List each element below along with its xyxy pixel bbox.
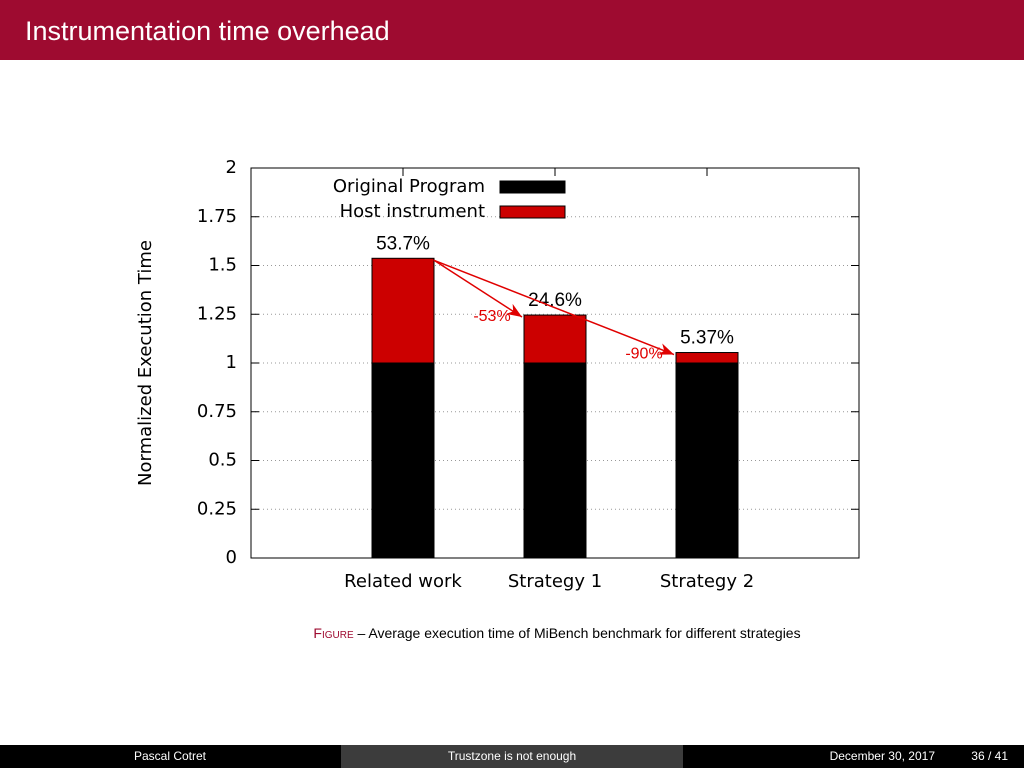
y-tick-label: 1 xyxy=(226,352,237,373)
y-tick-label: 0 xyxy=(226,547,237,568)
caption: Figure – Average execution time of MiBen… xyxy=(313,625,800,641)
y-tick-label: 0.25 xyxy=(197,498,237,519)
annotation-arrow xyxy=(433,259,523,318)
y-tick-label: 2 xyxy=(226,157,237,178)
bar-segment xyxy=(675,352,739,364)
y-tick-label: 0.75 xyxy=(197,401,237,422)
bar-segment xyxy=(523,362,587,559)
footer-right xyxy=(683,745,1024,768)
annotation-label: -53% xyxy=(473,308,510,325)
value-label: 5.37% xyxy=(680,328,734,349)
annotation-arrow xyxy=(433,259,675,356)
footer-title: Trustzone is not enough xyxy=(448,749,576,763)
footer-left xyxy=(0,745,341,768)
footer-middle xyxy=(341,745,683,768)
legend-label: Host instrument xyxy=(340,201,485,222)
y-tick-label: 1.5 xyxy=(208,255,237,276)
y-tick-label: 0.5 xyxy=(208,450,237,471)
footer-page: 36 / 41 xyxy=(971,749,1008,763)
slide-title: Instrumentation time overhead xyxy=(25,16,390,46)
plot-frame xyxy=(250,167,860,559)
header-bar xyxy=(0,0,1024,60)
bar-segment xyxy=(371,362,435,559)
caption-text: – Average execution time of MiBench benc… xyxy=(358,625,801,641)
footer-date: December 30, 2017 xyxy=(830,749,936,763)
x-tick-label: Related work xyxy=(344,571,462,592)
y-tick-label: 1.25 xyxy=(197,303,237,324)
x-tick-label: Strategy 2 xyxy=(660,571,754,592)
caption-label: Figure xyxy=(313,625,354,641)
footer-author: Pascal Cotret xyxy=(134,749,207,763)
y-tick-label: 1.75 xyxy=(197,206,237,227)
bar-segment xyxy=(675,362,739,559)
x-tick-label: Strategy 1 xyxy=(508,571,602,592)
bar-segment xyxy=(371,257,435,364)
legend-swatch xyxy=(499,205,566,219)
value-label: 24.6% xyxy=(528,290,582,311)
bar-segment xyxy=(523,314,587,364)
y-axis-label: Normalized Execution Time xyxy=(135,240,156,486)
annotation-label: -90% xyxy=(625,346,662,363)
value-label: 53.7% xyxy=(376,233,430,254)
legend-label: Original Program xyxy=(333,176,485,197)
legend-swatch xyxy=(499,180,566,194)
